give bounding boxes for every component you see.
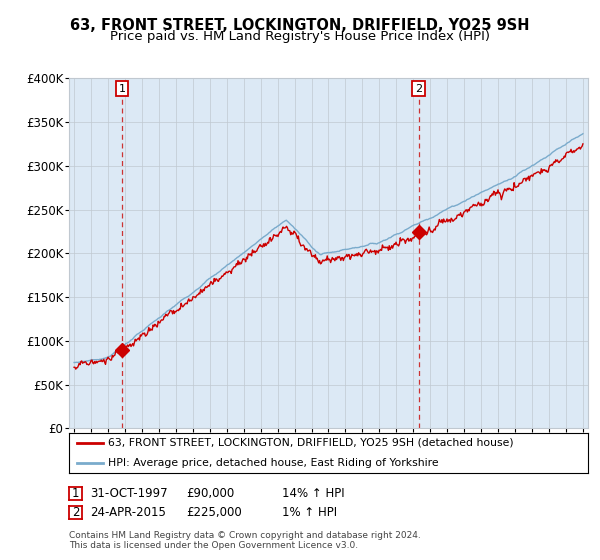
Text: 1% ↑ HPI: 1% ↑ HPI: [282, 506, 337, 519]
Text: 24-APR-2015: 24-APR-2015: [90, 506, 166, 519]
Text: Price paid vs. HM Land Registry's House Price Index (HPI): Price paid vs. HM Land Registry's House …: [110, 30, 490, 43]
Text: £225,000: £225,000: [186, 506, 242, 519]
Text: HPI: Average price, detached house, East Riding of Yorkshire: HPI: Average price, detached house, East…: [108, 458, 439, 468]
Text: 31-OCT-1997: 31-OCT-1997: [90, 487, 167, 500]
Text: 1: 1: [119, 83, 125, 94]
Text: £90,000: £90,000: [186, 487, 234, 500]
Text: 63, FRONT STREET, LOCKINGTON, DRIFFIELD, YO25 9SH (detached house): 63, FRONT STREET, LOCKINGTON, DRIFFIELD,…: [108, 438, 514, 448]
Text: 2: 2: [415, 83, 422, 94]
Text: 14% ↑ HPI: 14% ↑ HPI: [282, 487, 344, 500]
Text: 2: 2: [72, 506, 79, 519]
Text: 1: 1: [72, 487, 79, 500]
Text: 63, FRONT STREET, LOCKINGTON, DRIFFIELD, YO25 9SH: 63, FRONT STREET, LOCKINGTON, DRIFFIELD,…: [70, 18, 530, 33]
Text: Contains HM Land Registry data © Crown copyright and database right 2024.
This d: Contains HM Land Registry data © Crown c…: [69, 530, 421, 550]
